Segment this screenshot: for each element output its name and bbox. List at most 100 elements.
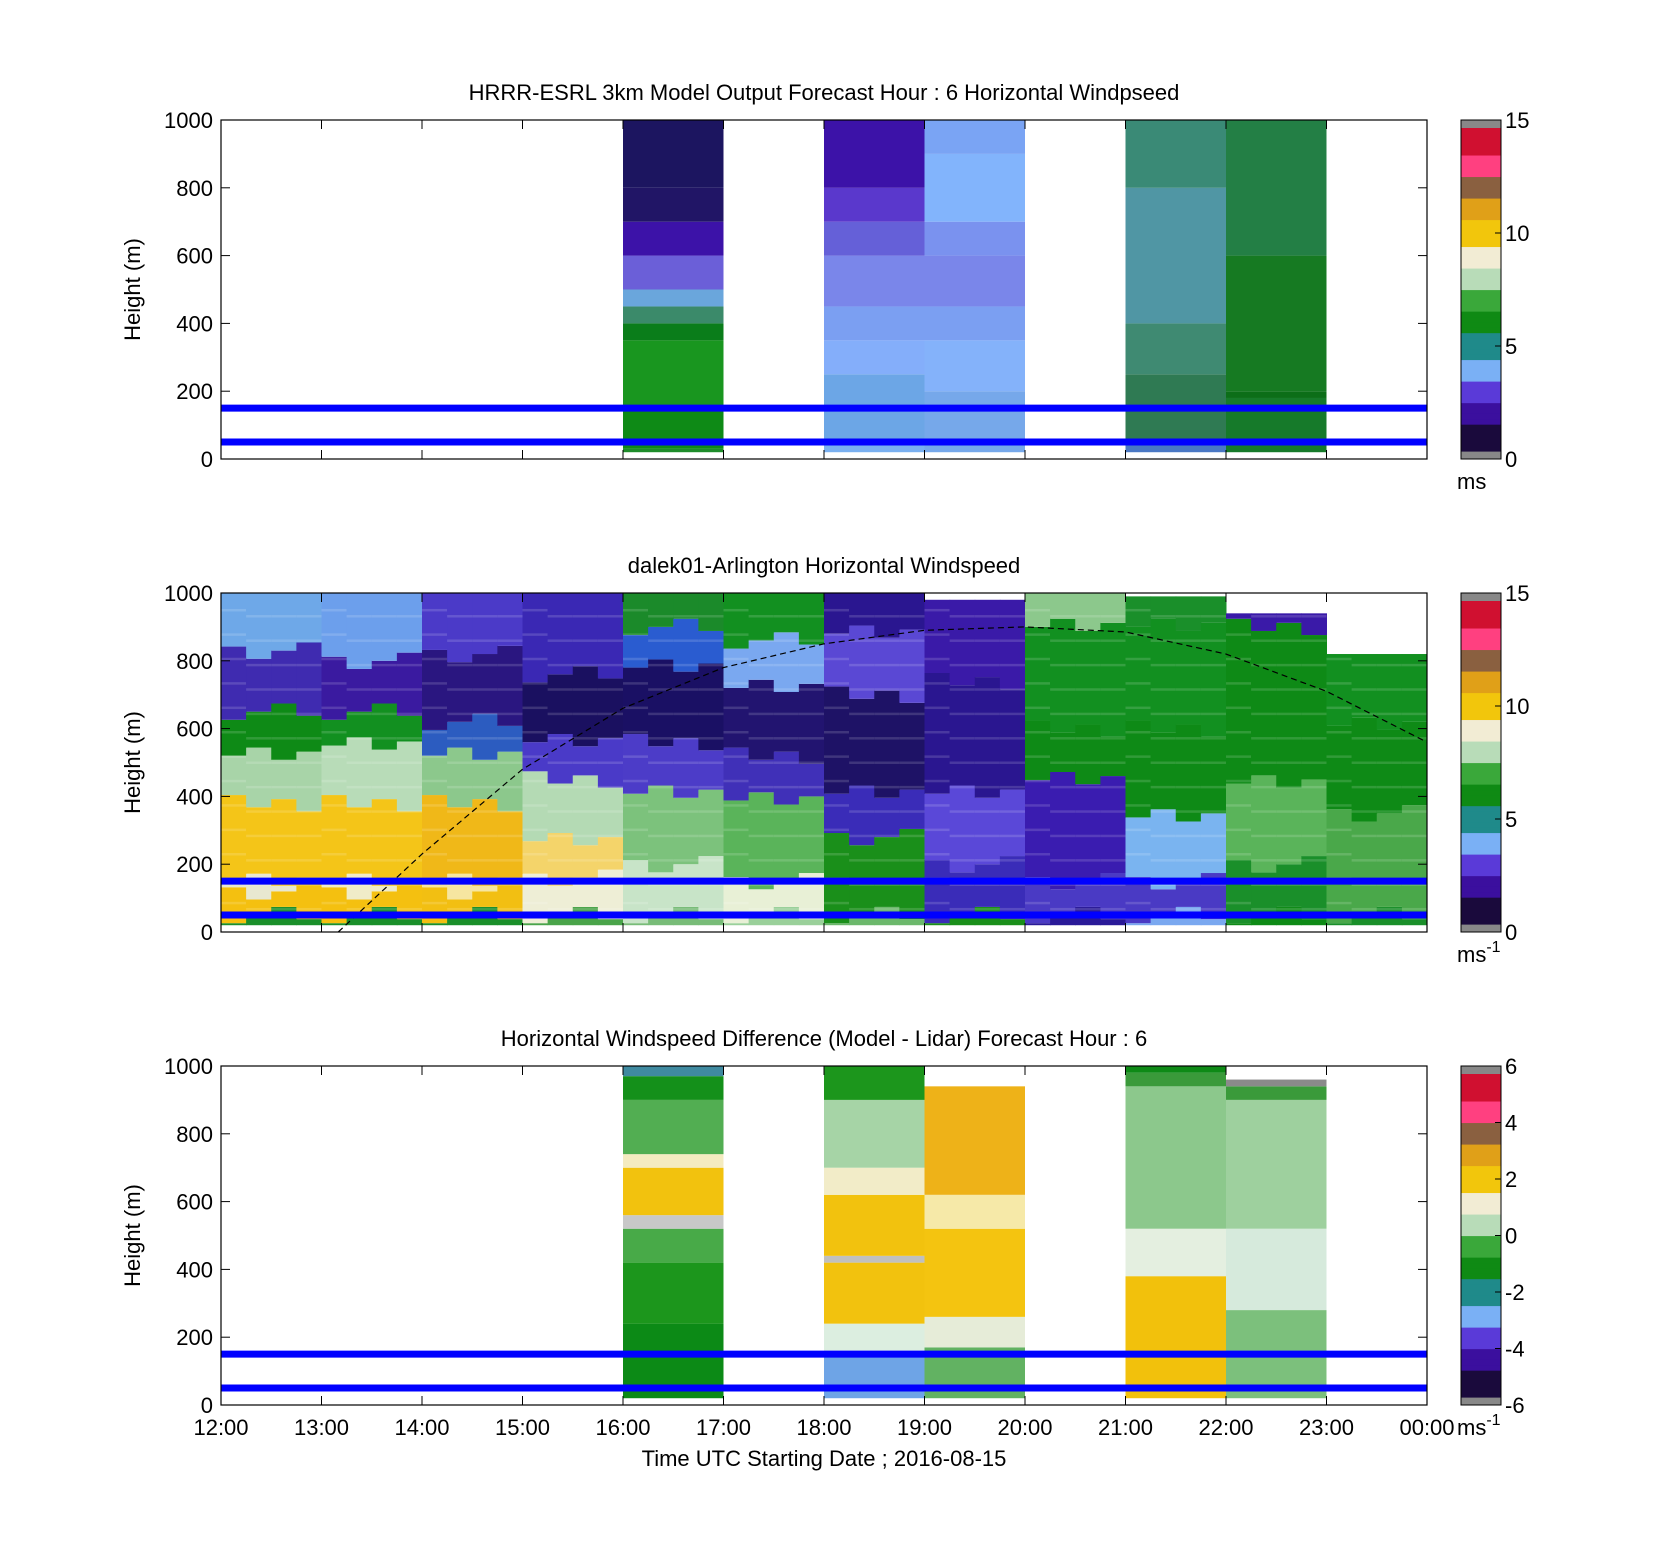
data-cell-band — [547, 834, 573, 838]
panel-3: 12:00 13:00 14:00 15:00 16:00 17:00 18:00 19:00… — [120, 1026, 1525, 1440]
data-cell-band — [271, 859, 297, 862]
colorbar-swatch — [1461, 784, 1501, 791]
data-cell-band — [346, 834, 372, 838]
data-cell — [447, 873, 473, 900]
data-cell-band — [1025, 804, 1051, 807]
data-cell-band — [597, 907, 623, 911]
data-cell-band — [346, 615, 372, 618]
colorbar-swatch — [1461, 154, 1501, 161]
colorbar-cap — [1461, 924, 1501, 932]
data-cell-band — [1351, 834, 1377, 838]
data-cell-band — [648, 883, 674, 887]
data-cell-band — [924, 706, 950, 710]
data-cell-band — [497, 859, 523, 862]
data-cell — [824, 923, 850, 926]
colorbar-swatch — [1461, 1332, 1501, 1339]
data-cell — [798, 919, 825, 926]
data-cell-band — [1025, 730, 1051, 734]
data-cell-band — [447, 883, 473, 887]
data-cell-band — [974, 615, 1000, 618]
data-cell — [547, 674, 574, 735]
data-cell — [1050, 889, 1076, 916]
data-cell-band — [271, 785, 297, 789]
data-cell — [999, 919, 1026, 926]
data-cell-band — [1025, 633, 1051, 636]
data-cell-band — [1175, 834, 1201, 838]
data-cell-band — [296, 907, 322, 911]
panel-1: 0 200 400 600 800 1000 HRRR-ESRL 3km Model Out… — [120, 80, 1529, 494]
data-cell-band — [723, 633, 749, 636]
x-tick-label: 23:00 — [1299, 1415, 1354, 1440]
data-cell-band — [522, 779, 548, 783]
data-cell — [296, 811, 322, 878]
data-cell — [1150, 596, 1177, 619]
data-cell-band — [221, 901, 247, 905]
data-cell-band — [1251, 785, 1277, 789]
data-cell-band — [899, 859, 925, 862]
data-cell-band — [798, 688, 824, 691]
data-cell-band — [924, 804, 950, 807]
data-cell-band — [1025, 682, 1051, 685]
data-cell-band — [547, 810, 573, 813]
colorbar-swatch — [1461, 1224, 1501, 1231]
data-cell-band — [824, 901, 850, 905]
y-axis-label: Height (m) — [120, 238, 145, 341]
data-cell — [1175, 821, 1202, 882]
data-cell-band — [271, 810, 297, 813]
data-cell-band — [999, 907, 1025, 911]
data-cell-band — [723, 779, 749, 783]
data-cell — [1125, 120, 1226, 188]
data-cell-band — [849, 761, 875, 764]
data-cell-band — [497, 639, 523, 642]
data-cell-band — [1226, 633, 1252, 636]
data-cell-band — [824, 828, 850, 832]
data-cell — [1050, 915, 1076, 926]
data-cell-band — [221, 804, 247, 807]
data-cell — [623, 1215, 724, 1229]
colorbar-tick-label: 10 — [1505, 694, 1529, 719]
data-cell-band — [547, 737, 573, 740]
data-cell — [849, 915, 875, 926]
data-cell-band — [1125, 706, 1151, 710]
data-cell-band — [597, 810, 623, 813]
data-cell-band — [748, 907, 774, 911]
data-cell-band — [748, 688, 774, 691]
colorbar-swatch — [1461, 241, 1501, 248]
data-cell-band — [396, 907, 422, 911]
data-cell-band — [371, 737, 397, 740]
data-cell — [1175, 724, 1202, 822]
data-cell-band — [748, 859, 774, 862]
data-cell-band — [623, 779, 649, 783]
data-cell-band — [748, 663, 774, 667]
data-cell-band — [824, 804, 850, 807]
data-cell — [1376, 729, 1403, 814]
data-cell — [1226, 1086, 1327, 1100]
data-cell-band — [723, 730, 749, 734]
data-cell — [623, 323, 724, 341]
data-cell-band — [547, 859, 573, 862]
data-cell — [748, 915, 775, 926]
data-cell-band — [1125, 853, 1151, 856]
data-cell-band — [849, 810, 875, 813]
data-cell-band — [1301, 688, 1327, 691]
data-cell-band — [899, 688, 925, 691]
data-cell-band — [1376, 737, 1402, 740]
data-cell-band — [497, 761, 523, 764]
data-cell-band — [1050, 639, 1076, 642]
data-cell-band — [698, 883, 724, 887]
data-cell-band — [522, 730, 548, 734]
data-cell-band — [271, 761, 297, 764]
data-cell-band — [1075, 663, 1101, 667]
colorbar-swatch — [1461, 870, 1501, 877]
data-cell-band — [1376, 883, 1402, 887]
data-cell-band — [798, 737, 824, 740]
data-cell — [924, 673, 951, 794]
data-cell — [698, 630, 724, 664]
data-cell — [271, 593, 297, 651]
data-cell-band — [1075, 883, 1101, 887]
data-cell — [1100, 919, 1126, 926]
data-cell — [874, 593, 900, 638]
data-cell — [246, 873, 272, 900]
data-cell-band — [1226, 779, 1252, 783]
data-cell-band — [1326, 779, 1352, 783]
